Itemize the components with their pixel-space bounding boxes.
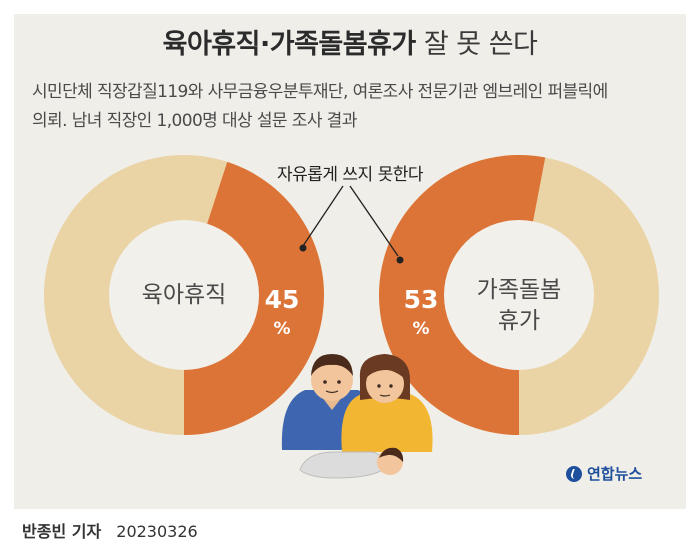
connector-right-dot [396,256,404,264]
mother-body [341,394,433,452]
connector-right-line [349,185,399,257]
donut-right: 가족돌봄 휴가 53 % [378,155,659,435]
father-eye-right [337,380,341,384]
donut-right-hole [444,220,594,370]
father-hair [311,354,353,376]
child-body [299,451,387,479]
publish-date: 20230326 [116,522,198,541]
donut-left-value: 45 [265,285,300,314]
donut-right-unit: % [412,319,429,339]
subtitle: 시민단체 직장갑질119와 사무금융우분투재단, 여론조사 전문기관 엠브레인 … [32,78,672,136]
father-face [311,359,353,401]
yonhap-logo: 연합뉴스 [566,463,642,484]
donut-right-label-line-1: 가족돌봄 [477,277,562,303]
byline: 반종빈 기자 20230326 [22,518,198,542]
father-mouth [325,390,339,394]
reporter-name: 반종빈 기자 [22,522,102,541]
connector-left-dot [299,244,307,252]
connector-left-line [302,185,344,247]
subtitle-line-1: 시민단체 직장갑질119와 사무금융우분투재단, 여론조사 전문기관 엠브레인 … [32,82,608,102]
mother-mouth [379,394,391,397]
donut-right-label-line-2: 휴가 [498,308,540,334]
father-eye-left [323,380,327,384]
donut-right-value: 53 [404,285,439,314]
page-title: 육아휴직·가족돌봄휴가 잘 못 쓴다 [0,22,700,61]
mother-eye-left [377,384,381,388]
mother-face [366,365,404,403]
annotation-connectors [299,185,404,264]
mother-eye-right [389,384,393,388]
title-bold: 육아휴직·가족돌봄휴가 [162,29,417,60]
annotation-label: 자유롭게 쓰지 못한다 [276,165,424,185]
yonhap-logo-icon [566,465,582,482]
mother-bangs [366,363,404,378]
donut-left: 육아휴직 45 % [44,155,325,435]
logo-text: 연합뉴스 [587,465,643,483]
subtitle-line-2: 의뢰. 남녀 직장인 1,000명 대상 설문 조사 결과 [32,111,357,131]
family-illustration [281,354,433,479]
donut-left-hole [109,220,259,370]
donut-left-unit: % [273,319,290,339]
child-hair [379,447,404,462]
title-light: 잘 못 쓴다 [415,29,538,60]
donut-left-label: 육아휴직 [142,282,227,308]
